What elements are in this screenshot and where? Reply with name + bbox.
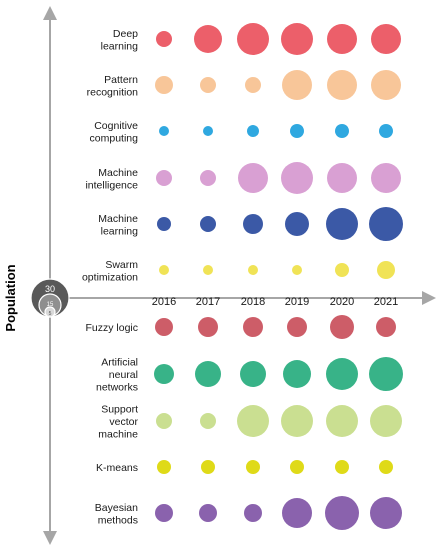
category-label: Support vector machine [98, 404, 138, 441]
x-tick-label-2018: 2018 [241, 296, 265, 308]
bubble [155, 76, 173, 94]
category-label: Pattern recognition [87, 74, 139, 99]
bubble [326, 208, 358, 240]
bubble [240, 361, 266, 387]
x-tick-label-2019: 2019 [285, 296, 309, 308]
bubble [248, 265, 258, 275]
bubble [159, 265, 169, 275]
bubble [243, 214, 263, 234]
bubble [156, 31, 172, 47]
bubble [371, 163, 401, 193]
bubble [326, 358, 358, 390]
bubble [203, 126, 213, 136]
bubble [157, 460, 171, 474]
category-label: Machine learning [98, 213, 138, 238]
bubble [377, 261, 395, 279]
x-axis-arrow [422, 291, 436, 305]
bubble [335, 460, 349, 474]
bubble [379, 460, 393, 474]
bubble [199, 504, 217, 522]
x-tick-label-2020: 2020 [330, 296, 354, 308]
bubble [200, 77, 216, 93]
bubble [243, 317, 263, 337]
category-label: Bayesian methods [95, 502, 138, 527]
y-axis-title: Population [3, 264, 18, 331]
axes [43, 6, 436, 545]
bubble [330, 315, 354, 339]
bubble [237, 405, 269, 437]
bubble [335, 124, 349, 138]
bubble [154, 364, 174, 384]
bubble [369, 207, 403, 241]
bubbles [154, 23, 403, 530]
category-label: Deep learning [101, 28, 139, 53]
bubble [327, 24, 357, 54]
category-label: K-means [96, 462, 138, 474]
bubble [245, 77, 261, 93]
bubble [203, 265, 213, 275]
bubble [371, 24, 401, 54]
size-legend: 30 15 5 [30, 278, 70, 318]
bubble [369, 357, 403, 391]
bubble [195, 361, 221, 387]
bubble [157, 217, 171, 231]
bubble [371, 70, 401, 100]
x-tick-label-2021: 2021 [374, 296, 398, 308]
bubble [283, 360, 311, 388]
bubble [282, 498, 312, 528]
bubble [281, 162, 313, 194]
bubble [326, 405, 358, 437]
x-tick-label-2016: 2016 [152, 296, 176, 308]
bubble [370, 405, 402, 437]
size-legend-circle-5 [44, 306, 56, 318]
bubble [194, 25, 222, 53]
bubble [156, 413, 172, 429]
category-labels: Deep learning Pattern recognition Cognitive c… [82, 28, 139, 527]
x-axis-ticks: 2016 2017 2018 2019 2020 2021 [152, 296, 398, 308]
bubble [237, 23, 269, 55]
y-axis-arrow-down [43, 531, 57, 545]
bubble [155, 504, 173, 522]
category-label: Fuzzy logic [85, 322, 138, 334]
category-label: Cognitive computing [90, 120, 139, 145]
bubble [159, 126, 169, 136]
category-label: Swarm optimization [82, 259, 138, 284]
bubble [198, 317, 218, 337]
bubble [201, 460, 215, 474]
bubble [370, 497, 402, 529]
bubble [285, 212, 309, 236]
bubble [379, 124, 393, 138]
bubble [200, 216, 216, 232]
bubble [244, 504, 262, 522]
category-label: Machine intelligence [85, 167, 138, 192]
x-tick-label-2017: 2017 [196, 296, 220, 308]
size-legend-label-30: 30 [45, 284, 55, 294]
bubble [200, 170, 216, 186]
bubble [282, 70, 312, 100]
bubble [325, 496, 359, 530]
bubble [335, 263, 349, 277]
bubble [290, 460, 304, 474]
category-label: Artificial neural networks [96, 357, 138, 394]
bubble [281, 405, 313, 437]
bubble [200, 413, 216, 429]
bubble [290, 124, 304, 138]
bubble [327, 70, 357, 100]
bubble [156, 170, 172, 186]
bubble [238, 163, 268, 193]
size-legend-label-5: 5 [49, 311, 52, 317]
bubble [327, 163, 357, 193]
size-legend-label-15: 15 [47, 302, 54, 308]
y-axis-arrow-up [43, 6, 57, 20]
bubble [376, 317, 396, 337]
bubble [246, 460, 260, 474]
bubble [155, 318, 173, 336]
bubble [247, 125, 259, 137]
bubble [287, 317, 307, 337]
bubble [292, 265, 302, 275]
bubble [281, 23, 313, 55]
